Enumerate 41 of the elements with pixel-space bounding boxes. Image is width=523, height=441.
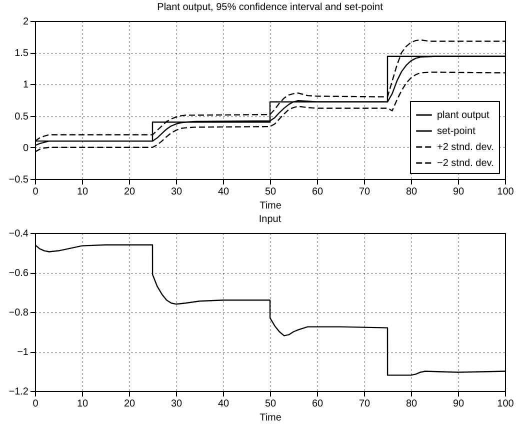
y-tick-label: 1.5 [14,48,29,60]
x-tick-label: 100 [497,186,514,198]
x-tick-label: 70 [358,398,370,410]
x-tick-label: 30 [170,398,182,410]
x-tick-label: 70 [358,186,370,198]
x-tick-label: 60 [312,186,324,198]
legend-label: set-point [437,126,476,137]
y-tick-label: −0.4 [8,228,29,240]
legend-label: +2 stnd. dev. [437,142,494,153]
y-tick-label: −1.2 [8,386,29,398]
chart-title: Input [258,214,282,225]
y-tick-label: −0.5 [8,174,29,186]
chart-title: Plant output, 95% confidence interval and set-point [157,2,384,13]
legend-label: plant output [437,110,490,121]
y-tick-label: −1 [17,347,29,358]
x-tick-label: 80 [406,186,418,198]
y-tick-label: −0.6 [8,268,29,279]
y-tick-label: 0.5 [14,111,29,122]
x-tick-label: 10 [76,186,88,198]
x-tick-label: 50 [264,186,276,198]
x-tick-label: 30 [170,186,182,198]
x-tick-label: 40 [218,186,230,198]
x-tick-label: 20 [124,186,136,198]
x-tick-label: 10 [76,398,88,410]
x-tick-label: 0 [32,186,39,198]
x-tick-label: 50 [264,398,276,410]
x-axis-title: Time [260,200,282,212]
x-tick-label: 90 [452,398,464,410]
x-tick-label: 40 [218,398,230,410]
x-tick-label: 100 [497,398,514,410]
x-tick-label: 90 [452,186,464,198]
x-tick-label: 60 [312,398,324,410]
y-tick-label: 0 [22,142,29,154]
legend-label: −2 stnd. dev. [437,158,494,169]
x-tick-label: 80 [406,398,418,410]
x-tick-label: 0 [32,398,39,410]
y-tick-label: 1 [22,80,29,91]
y-tick-label: 2 [22,16,29,28]
x-tick-label: 20 [124,398,136,410]
x-axis-title: Time [260,412,282,424]
y-tick-label: −0.8 [8,308,29,318]
